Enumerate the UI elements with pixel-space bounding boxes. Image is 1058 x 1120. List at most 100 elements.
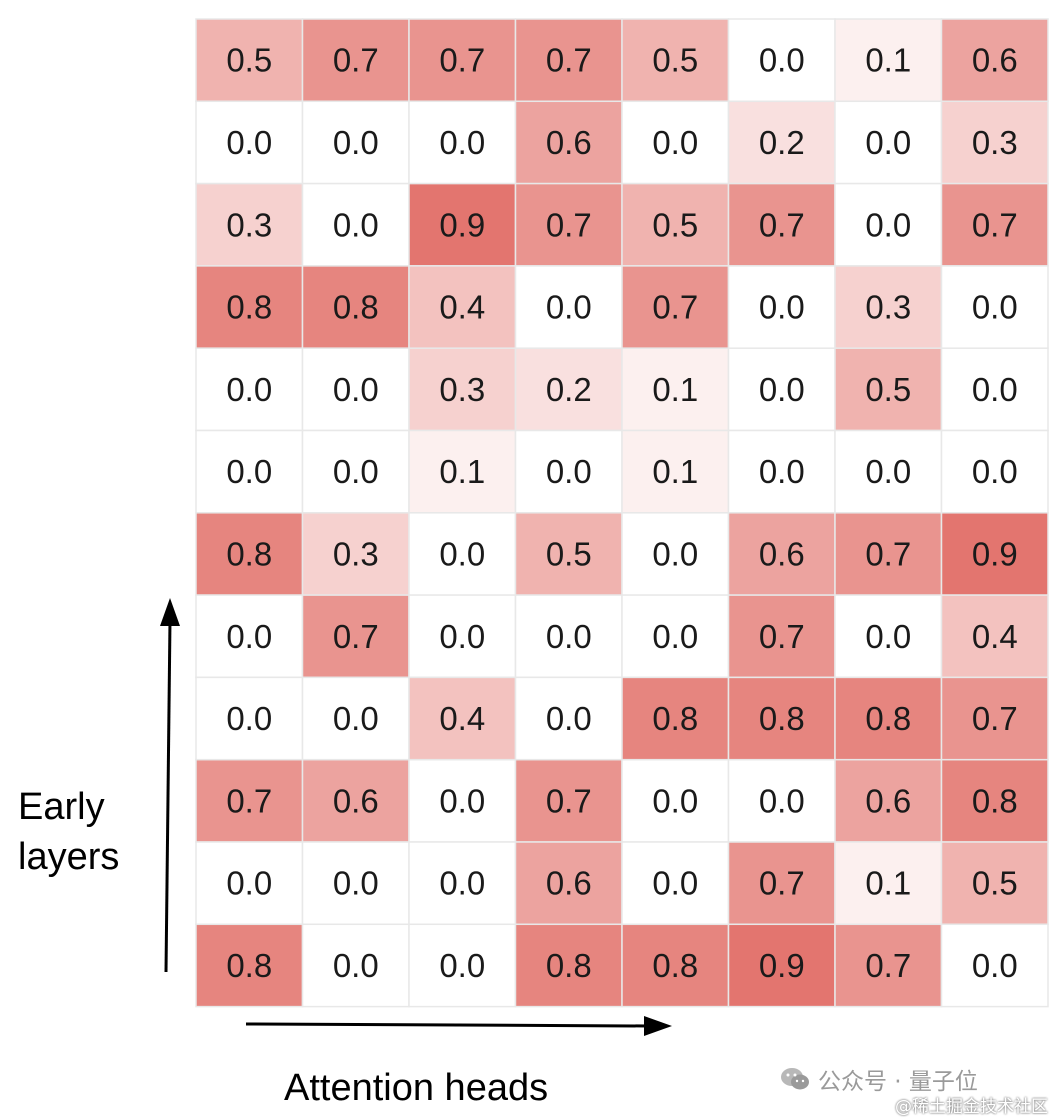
- heatmap-cell-r4-c4: [621, 347, 730, 432]
- heatmap-value-r11-c3: 0.8: [546, 947, 592, 984]
- heatmap-value-r11-c2: 0.0: [439, 947, 485, 984]
- heatmap-cell-r11-c6: [834, 923, 943, 1008]
- heatmap-cell-r10-c0: [195, 841, 304, 926]
- heatmap-cell-r6-c1: [301, 512, 410, 596]
- heatmap-cell-r11-c5: [727, 923, 836, 1008]
- heatmap-value-r5-c7: 0.0: [972, 453, 1018, 490]
- watermark-credit: @稀土掘金技术社区: [895, 1097, 1048, 1117]
- heatmap-value-r6-c3: 0.5: [546, 535, 592, 572]
- heatmap-value-r8-c4: 0.8: [652, 700, 698, 737]
- heatmap-value-r9-c1: 0.6: [333, 782, 379, 819]
- heatmap-cell-r8-c3: [514, 676, 623, 761]
- heatmap-value-r10-c4: 0.0: [652, 865, 698, 902]
- heatmap-value-r2-c5: 0.7: [759, 206, 805, 243]
- heatmap-value-r10-c2: 0.0: [439, 865, 485, 902]
- heatmap-value-r9-c2: 0.0: [439, 782, 485, 819]
- heatmap-cell-r8-c5: [727, 676, 836, 761]
- heatmap-value-r5-c3: 0.0: [546, 453, 592, 490]
- heatmap-value-r7-c4: 0.0: [652, 618, 698, 655]
- heatmap-value-r1-c3: 0.6: [546, 124, 592, 161]
- heatmap-value-r4-c1: 0.0: [333, 371, 379, 408]
- heatmap-value-r1-c7: 0.3: [972, 124, 1018, 161]
- heatmap-cell-r9-c2: [408, 758, 517, 843]
- heatmap-value-r0-c6: 0.1: [865, 42, 911, 79]
- heatmap-value-r2-c2: 0.9: [439, 206, 485, 243]
- heatmap-cell-r10-c4: [621, 841, 730, 926]
- heatmap-value-r8-c3: 0.0: [546, 700, 592, 737]
- heatmap-value-r9-c6: 0.6: [865, 782, 911, 819]
- heatmap-value-r8-c0: 0.0: [226, 700, 272, 737]
- heatmap-cell-r3-c6: [834, 265, 943, 349]
- heatmap-cell-r5-c7: [940, 429, 1049, 514]
- heatmap-value-r0-c7: 0.6: [972, 42, 1018, 79]
- heatmap-value-r6-c7: 0.9: [972, 535, 1018, 572]
- heatmap-value-r1-c6: 0.0: [865, 124, 911, 161]
- heatmap-value-r5-c6: 0.0: [865, 453, 911, 490]
- heatmap-cell-r8-c4: [621, 676, 730, 761]
- heatmap-cell-r3-c2: [408, 265, 517, 349]
- y-axis-label-line1: Early: [18, 786, 105, 828]
- heatmap-cell-r4-c6: [834, 347, 943, 432]
- y-axis-arrow-shaft: [164, 619, 172, 973]
- heatmap-cell-r9-c0: [195, 758, 304, 843]
- heatmap-cell-r5-c2: [408, 429, 517, 514]
- heatmap-cell-r3-c4: [621, 265, 730, 349]
- heatmap-value-r10-c1: 0.0: [333, 865, 379, 902]
- heatmap-value-r6-c6: 0.7: [865, 535, 911, 572]
- heatmap-value-r2-c1: 0.0: [333, 206, 379, 243]
- heatmap-value-r11-c1: 0.0: [333, 947, 379, 984]
- heatmap-cell-r10-c7: [940, 841, 1049, 926]
- heatmap-value-r1-c5: 0.2: [759, 124, 805, 161]
- heatmap-value-r2-c3: 0.7: [546, 206, 592, 243]
- heatmap-cell-r11-c0: [195, 923, 304, 1008]
- heatmap-cell-r5-c1: [301, 429, 410, 514]
- heatmap-value-r7-c1: 0.7: [333, 618, 379, 655]
- heatmap-cell-r4-c3: [514, 347, 623, 432]
- heatmap-cell-r3-c0: [195, 265, 304, 349]
- heatmap-value-r6-c0: 0.8: [226, 535, 272, 572]
- heatmap-value-r1-c1: 0.0: [333, 124, 379, 161]
- heatmap-value-r5-c4: 0.1: [652, 453, 698, 490]
- heatmap-value-r7-c0: 0.0: [226, 618, 272, 655]
- x-axis-label: Attention heads: [284, 1067, 549, 1109]
- heatmap-value-r10-c0: 0.0: [226, 865, 272, 902]
- heatmap-cell-r7-c7: [940, 594, 1049, 679]
- heatmap-cell-r1-c5: [727, 100, 836, 185]
- heatmap-cell-r6-c6: [834, 512, 943, 596]
- heatmap-value-r0-c2: 0.7: [439, 42, 485, 79]
- heatmap-value-r10-c5: 0.7: [759, 865, 805, 902]
- heatmap-value-r2-c7: 0.7: [972, 206, 1018, 243]
- heatmap-value-r6-c2: 0.0: [439, 535, 485, 572]
- heatmap-cell-r2-c1: [301, 182, 410, 267]
- heatmap-value-r0-c3: 0.7: [546, 42, 592, 79]
- heatmap-value-r9-c7: 0.8: [972, 782, 1018, 819]
- heatmap-cell-r2-c4: [621, 182, 730, 267]
- y-axis-label: Early layers: [18, 782, 168, 882]
- heatmap-value-r11-c4: 0.8: [652, 947, 698, 984]
- heatmap-value-r5-c5: 0.0: [759, 453, 805, 490]
- heatmap-value-r11-c5: 0.9: [759, 947, 805, 984]
- heatmap-value-r10-c6: 0.1: [865, 865, 911, 902]
- heatmap-cell-r0-c7: [940, 18, 1049, 103]
- heatmap-value-r11-c0: 0.8: [226, 947, 272, 984]
- heatmap-cell-r7-c2: [408, 594, 517, 679]
- heatmap-cell-r8-c7: [940, 676, 1049, 761]
- heatmap-cells: 0.5 0.7 0.7 0.7 0.5 0.0 0.1 0.6 0.0 0.0 0.0 0.6 0.0 0…: [195, 18, 1049, 1008]
- heatmap-value-r7-c6: 0.0: [865, 618, 911, 655]
- heatmap-value-r7-c3: 0.0: [546, 618, 592, 655]
- heatmap-cell-r6-c4: [621, 512, 730, 596]
- heatmap-value-r5-c1: 0.0: [333, 453, 379, 490]
- heatmap-value-r3-c1: 0.8: [333, 289, 379, 326]
- heatmap-value-r3-c0: 0.8: [226, 289, 272, 326]
- heatmap-value-r8-c1: 0.0: [333, 700, 379, 737]
- heatmap-cell-r2-c6: [834, 182, 943, 267]
- heatmap-value-r0-c0: 0.5: [226, 42, 272, 79]
- heatmap-cell-r9-c4: [621, 758, 730, 843]
- heatmap-cell-r0-c2: [408, 18, 517, 103]
- heatmap-value-r7-c5: 0.7: [759, 618, 805, 655]
- heatmap-value-r2-c6: 0.0: [865, 206, 911, 243]
- y-axis-arrowhead: [160, 598, 180, 626]
- heatmap-cell-r8-c2: [408, 676, 517, 761]
- heatmap-value-r6-c1: 0.3: [333, 535, 379, 572]
